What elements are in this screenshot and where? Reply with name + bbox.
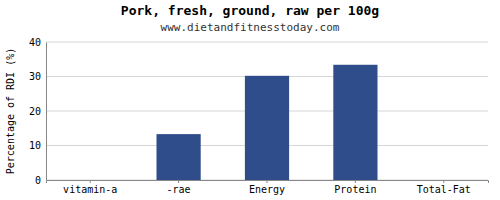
tick: -rae (167, 180, 191, 195)
tick-mark (355, 180, 356, 183)
axis-domain (47, 181, 489, 184)
tick-mark (90, 180, 91, 183)
tick: Energy (249, 180, 285, 195)
axis-domain (46, 43, 47, 181)
tick-label: Energy (249, 184, 285, 195)
tick: vitamin-a (63, 180, 117, 195)
chart-subtitle: www.dietandfitnesstoday.com (161, 21, 340, 34)
y-axis: 0 10 20 30 40 (29, 37, 47, 186)
y-axis-title: Percentage of RDI (%) (5, 48, 16, 174)
x-axis: vitamin-a -rae Energy Protein Total-Fat (47, 180, 489, 195)
bar (333, 65, 377, 180)
tick-mark (443, 180, 444, 183)
tick-label: Total-Fat (417, 184, 471, 195)
grid-line (46, 42, 488, 43)
chart-container: Pork, fresh, ground, raw per 100g www.die… (0, 0, 500, 200)
tick: Protein (334, 180, 376, 195)
tick-label: Protein (334, 184, 376, 195)
tick-label: 0 (35, 175, 41, 186)
tick: 10 (29, 140, 46, 151)
tick: Total-Fat (417, 180, 471, 195)
tick: 40 (29, 37, 46, 48)
tick-label: 30 (29, 71, 41, 82)
tick-mark (267, 180, 268, 183)
bar (68, 180, 112, 181)
tick-label: 10 (29, 140, 41, 151)
tick: 20 (29, 106, 46, 117)
tick-label: -rae (167, 184, 191, 195)
tick-mark (178, 180, 179, 183)
tick-label: 40 (29, 37, 41, 48)
tick: 30 (29, 71, 46, 82)
plot-area: 0 10 20 30 40 vitamin-a -rae Energy Protein Total… (29, 37, 489, 195)
tick: 0 (35, 175, 46, 186)
tick-label: 20 (29, 106, 41, 117)
tick-label: vitamin-a (63, 184, 117, 195)
bar (157, 134, 201, 180)
chart-svg: Pork, fresh, ground, raw per 100g www.die… (0, 0, 500, 200)
chart-title: Pork, fresh, ground, raw per 100g (121, 3, 379, 18)
bars (157, 65, 378, 180)
bar (245, 76, 289, 180)
bar (422, 180, 466, 181)
grid (46, 42, 488, 180)
